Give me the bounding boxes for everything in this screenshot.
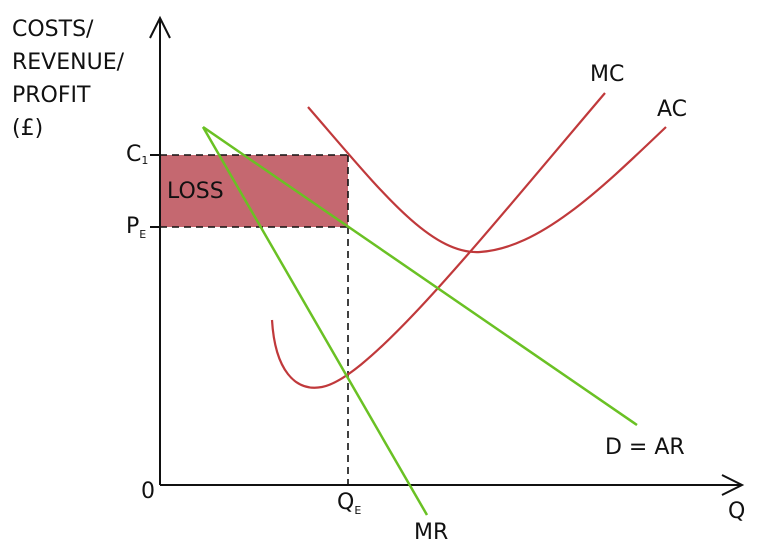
y-axis-label: (£) (12, 116, 43, 141)
mr-label: MR (414, 520, 448, 545)
demand-label: D = AR (605, 435, 685, 460)
y-axis-label: COSTS/ (12, 17, 94, 42)
ac-curve (307, 106, 667, 254)
label-sub: 1 (141, 154, 148, 167)
demand-line (202, 125, 638, 427)
label-main: C (126, 142, 141, 167)
pe-label: PE (126, 214, 146, 241)
mc-curve (270, 92, 606, 389)
label-sub: E (354, 504, 361, 517)
guides (160, 154, 349, 485)
x-arrow (721, 474, 745, 496)
origin-label: 0 (141, 479, 155, 504)
label-main: P (126, 214, 139, 239)
label-main: Q (337, 490, 354, 515)
y-arrow (149, 15, 171, 39)
c1-label: C1 (126, 142, 148, 167)
mr-line (201, 126, 429, 516)
label-sub: E (139, 228, 146, 241)
x-axis-label: Q (728, 499, 745, 524)
y-axis-label: REVENUE/ (12, 50, 125, 75)
mc-label: MC (590, 62, 624, 87)
axes (149, 15, 745, 496)
ac-label: AC (657, 97, 687, 122)
qe-label: QE (337, 490, 361, 517)
loss-label: LOSS (167, 179, 224, 204)
y-axis-label: PROFIT (12, 83, 91, 108)
